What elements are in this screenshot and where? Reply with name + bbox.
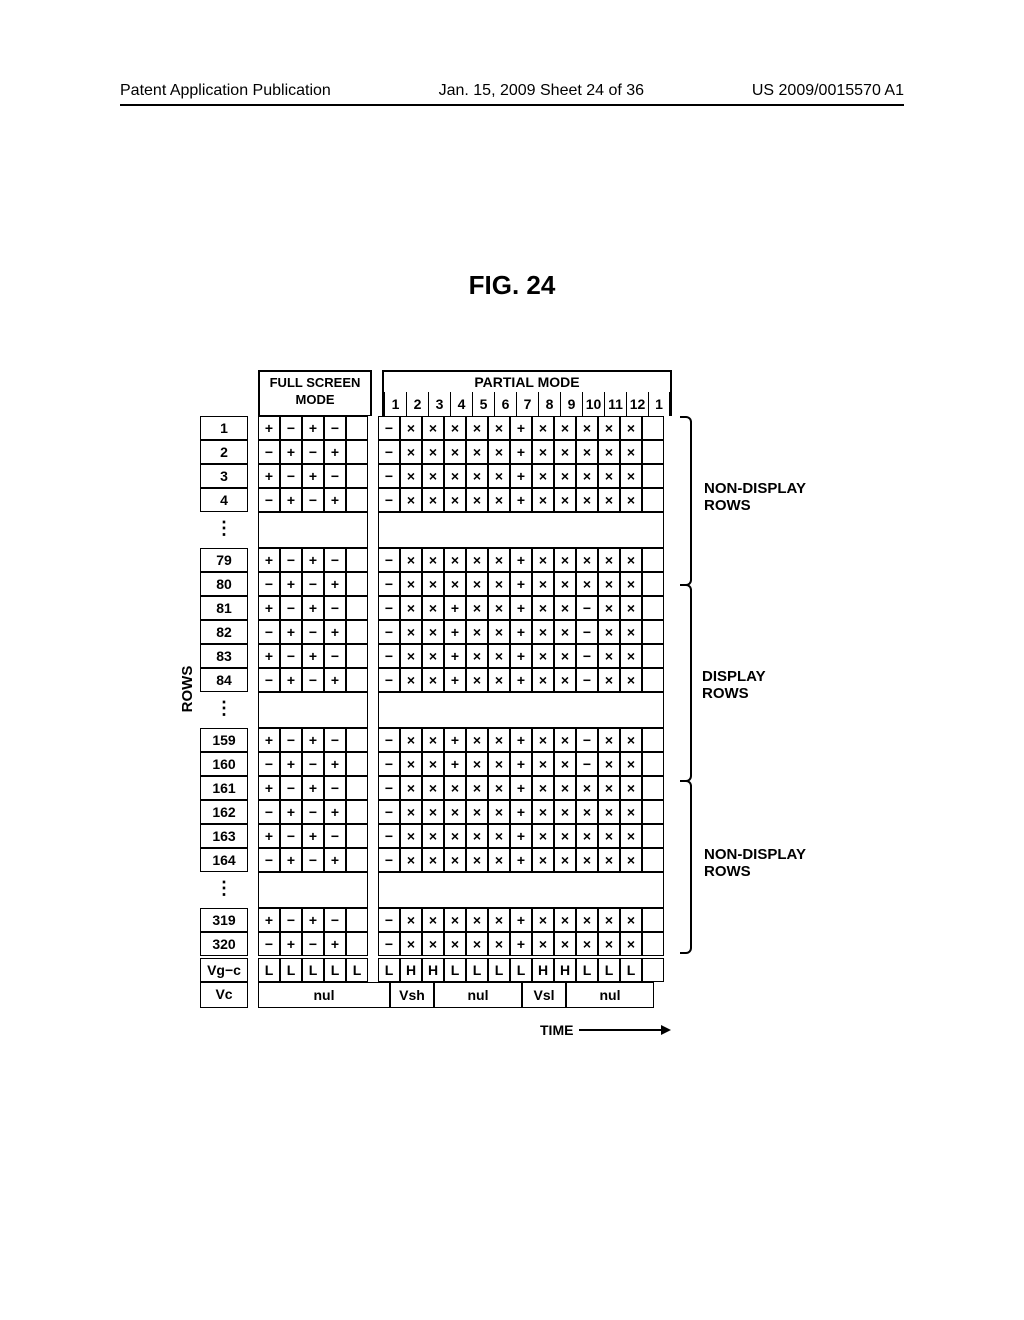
pm-col-6: 6 [494,392,516,416]
data-row: 81+−+−−××+××+××−×× [200,596,900,620]
page-header: Patent Application Publication Jan. 15, … [120,82,904,106]
pm-col-7: 7 [516,392,538,416]
data-row: 159+−+−−××+××+××−×× [200,728,900,752]
vgc-row: Vg−c LLLLL LHHLLLLHHLLL [200,958,900,982]
time-arrow: TIME [540,1022,669,1038]
pm-col-13: 1 [648,392,670,416]
timing-chart: ROWS FULL SCREEN MODE PARTIAL MODE 1 2 3… [200,370,900,1008]
pm-col-1: 1 [384,392,406,416]
data-row: 84−+−+−××+××+××−×× [200,668,900,692]
label-display: DISPLAY ROWS [702,668,782,702]
data-row: 161+−+−−×××××+××××× [200,776,900,800]
bracket-nondisplay-bottom [680,780,692,954]
data-row: 2−+−+−×××××+××××× [200,440,900,464]
data-row: 162−+−+−×××××+××××× [200,800,900,824]
header-right: US 2009/0015570 A1 [752,82,904,100]
data-row: 80−+−+−×××××+××××× [200,572,900,596]
header-left: Patent Application Publication [120,82,331,100]
data-row: 82−+−+−××+××+××−×× [200,620,900,644]
pm-col-5: 5 [472,392,494,416]
data-row: 320−+−+−×××××+××××× [200,932,900,956]
data-row: 1+−+−−×××××+××××× [200,416,900,440]
data-row: 79+−+−−×××××+××××× [200,548,900,572]
bracket-nondisplay-top [680,416,692,586]
data-row: 319+−+−−×××××+××××× [200,908,900,932]
full-screen-header: FULL SCREEN MODE [258,370,372,416]
label-nondisplay-bottom: NON-DISPLAY ROWS [704,846,814,880]
partial-mode-header: PARTIAL MODE 1 2 3 4 5 6 7 8 9 10 11 12 … [382,370,672,416]
data-row: 160−+−+−××+××+××−×× [200,752,900,776]
pm-col-9: 9 [560,392,582,416]
figure-title: FIG. 24 [0,270,1024,301]
pm-col-10: 10 [582,392,604,416]
rows-axis-label: ROWS [179,666,196,713]
vc-row: Vc nulVshnulVslnul [200,982,900,1008]
pm-col-3: 3 [428,392,450,416]
pm-col-2: 2 [406,392,428,416]
data-row: 163+−+−−×××××+××××× [200,824,900,848]
bracket-display [680,584,692,782]
pm-col-4: 4 [450,392,472,416]
header-center: Jan. 15, 2009 Sheet 24 of 36 [439,82,645,100]
pm-col-8: 8 [538,392,560,416]
pm-col-12: 12 [626,392,648,416]
label-nondisplay-top: NON-DISPLAY ROWS [704,480,814,514]
pm-col-11: 11 [604,392,626,416]
data-row: 83+−+−−××+××+××−×× [200,644,900,668]
